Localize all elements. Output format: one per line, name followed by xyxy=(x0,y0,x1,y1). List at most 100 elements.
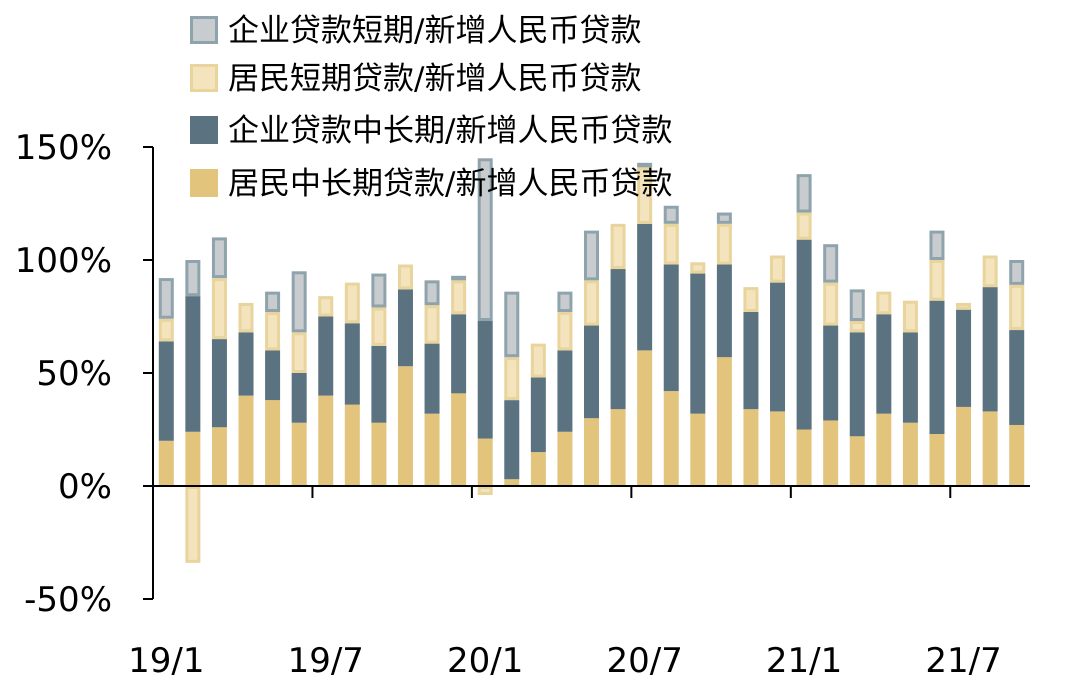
bar-s1-6 xyxy=(318,296,334,317)
bar-s1-21 xyxy=(716,223,732,265)
bar-s2-6 xyxy=(318,316,334,396)
bar-s2-23 xyxy=(770,282,786,412)
bar-s2-27 xyxy=(876,314,892,414)
bar-s1-9 xyxy=(397,264,413,290)
bar-s3-26 xyxy=(849,436,865,486)
bar-s3-23 xyxy=(770,411,786,486)
bar-s1-28 xyxy=(902,300,918,333)
bar-s0-19 xyxy=(663,205,679,224)
bar-s2-32 xyxy=(1009,330,1025,425)
bar-s1-25 xyxy=(823,282,839,326)
bar-s3-0 xyxy=(158,440,174,486)
bar-s2-0 xyxy=(158,341,174,441)
bar-s1-23 xyxy=(770,255,786,283)
bar-s1-19 xyxy=(663,223,679,265)
bar-s0-5 xyxy=(291,271,307,333)
y-tick-label-1: 100% xyxy=(15,241,112,281)
bar-s3-9 xyxy=(397,366,413,486)
legend-label-3: 居民中长期贷款/新增人民币贷款 xyxy=(228,166,672,202)
bar-s0-0 xyxy=(158,278,174,319)
bar-s3-2 xyxy=(211,427,227,486)
bar-s3-22 xyxy=(743,409,759,486)
legend-label-1: 居民短期贷款/新增人民币贷款 xyxy=(228,61,641,97)
legend-swatch-3 xyxy=(190,169,218,197)
bar-s0-15 xyxy=(557,291,573,312)
y-tick-labels: 150% 100% 50% 0% -50% xyxy=(15,128,112,620)
axes-layer xyxy=(143,146,1030,600)
bar-s2-25 xyxy=(823,325,839,421)
bar-s3-13 xyxy=(504,479,520,486)
bar-s3-15 xyxy=(557,431,573,486)
bar-s0-18 xyxy=(637,162,653,168)
bar-s0-13 xyxy=(504,291,520,358)
bar-s3-28 xyxy=(902,422,918,486)
bar-s2-3 xyxy=(238,332,254,396)
bar-s2-21 xyxy=(716,264,732,358)
x-tick-label-5: 21/7 xyxy=(925,641,1001,681)
legend-swatch-2 xyxy=(190,116,218,144)
bar-s2-14 xyxy=(530,377,546,453)
legend-label-2: 企业贷款中长期/新增人民币贷款 xyxy=(228,113,672,149)
bar-s1-20 xyxy=(690,262,706,274)
bar-s1-30 xyxy=(956,302,972,310)
bar-s3-20 xyxy=(690,413,706,486)
bar-s3-29 xyxy=(929,434,945,486)
y-tick-label-4: -50% xyxy=(24,580,112,620)
bar-s1-2 xyxy=(211,278,227,340)
bar-s2-8 xyxy=(371,345,387,423)
bar-s3-31 xyxy=(982,411,998,486)
bar-s0-4 xyxy=(265,291,281,312)
bar-s1-13 xyxy=(504,357,520,401)
bar-s1-31 xyxy=(982,255,998,288)
bar-s2-13 xyxy=(504,400,520,480)
legend-swatch-0 xyxy=(190,16,218,44)
bar-s3-32 xyxy=(1009,424,1025,486)
bar-s2-22 xyxy=(743,311,759,410)
bar-s0-21 xyxy=(716,212,732,224)
y-tick-label-2: 50% xyxy=(36,354,112,394)
bar-s1-12 xyxy=(477,486,493,496)
bar-s3-14 xyxy=(530,452,546,486)
bar-s3-7 xyxy=(344,404,360,486)
bar-s2-7 xyxy=(344,323,360,405)
x-tick-labels: 19/1 19/7 20/1 20/7 21/1 21/7 xyxy=(128,641,1002,681)
bar-s3-17 xyxy=(610,409,626,486)
bar-s2-10 xyxy=(424,343,440,414)
bar-s0-32 xyxy=(1009,260,1025,285)
bar-s3-18 xyxy=(637,350,653,486)
bar-s1-10 xyxy=(424,305,440,344)
bar-s2-4 xyxy=(265,350,281,401)
bar-s1-18 xyxy=(637,167,653,224)
bar-s1-11 xyxy=(451,280,467,315)
bar-s3-6 xyxy=(318,395,334,486)
bar-s1-14 xyxy=(530,343,546,378)
bar-s2-24 xyxy=(796,239,812,430)
x-tick-label-3: 20/7 xyxy=(606,641,682,681)
bar-s2-18 xyxy=(637,223,653,351)
bar-s3-30 xyxy=(956,406,972,486)
x-tick-label-2: 20/1 xyxy=(447,641,523,681)
bar-s2-19 xyxy=(663,264,679,392)
bar-s3-4 xyxy=(265,400,281,486)
bar-s2-15 xyxy=(557,350,573,432)
bar-s2-28 xyxy=(902,332,918,423)
bar-s3-19 xyxy=(663,391,679,486)
bar-s2-5 xyxy=(291,373,307,423)
bar-s2-9 xyxy=(397,289,413,367)
bar-s0-2 xyxy=(211,237,227,279)
x-tick-label-0: 19/1 xyxy=(128,641,204,681)
bar-s1-8 xyxy=(371,307,387,346)
bar-s1-5 xyxy=(291,332,307,374)
bar-s3-11 xyxy=(451,393,467,486)
bar-s3-5 xyxy=(291,422,307,486)
bar-s3-8 xyxy=(371,422,387,486)
bar-s3-16 xyxy=(584,418,599,486)
x-tick-label-4: 21/1 xyxy=(766,641,842,681)
bar-s3-10 xyxy=(424,413,440,486)
legend-label-0: 企业贷款短期/新增人民币贷款 xyxy=(228,13,641,49)
bar-s2-30 xyxy=(956,309,972,407)
bar-s1-27 xyxy=(876,291,892,315)
bar-s1-15 xyxy=(557,311,573,351)
bar-s2-11 xyxy=(451,314,467,394)
bar-s3-21 xyxy=(716,357,732,486)
